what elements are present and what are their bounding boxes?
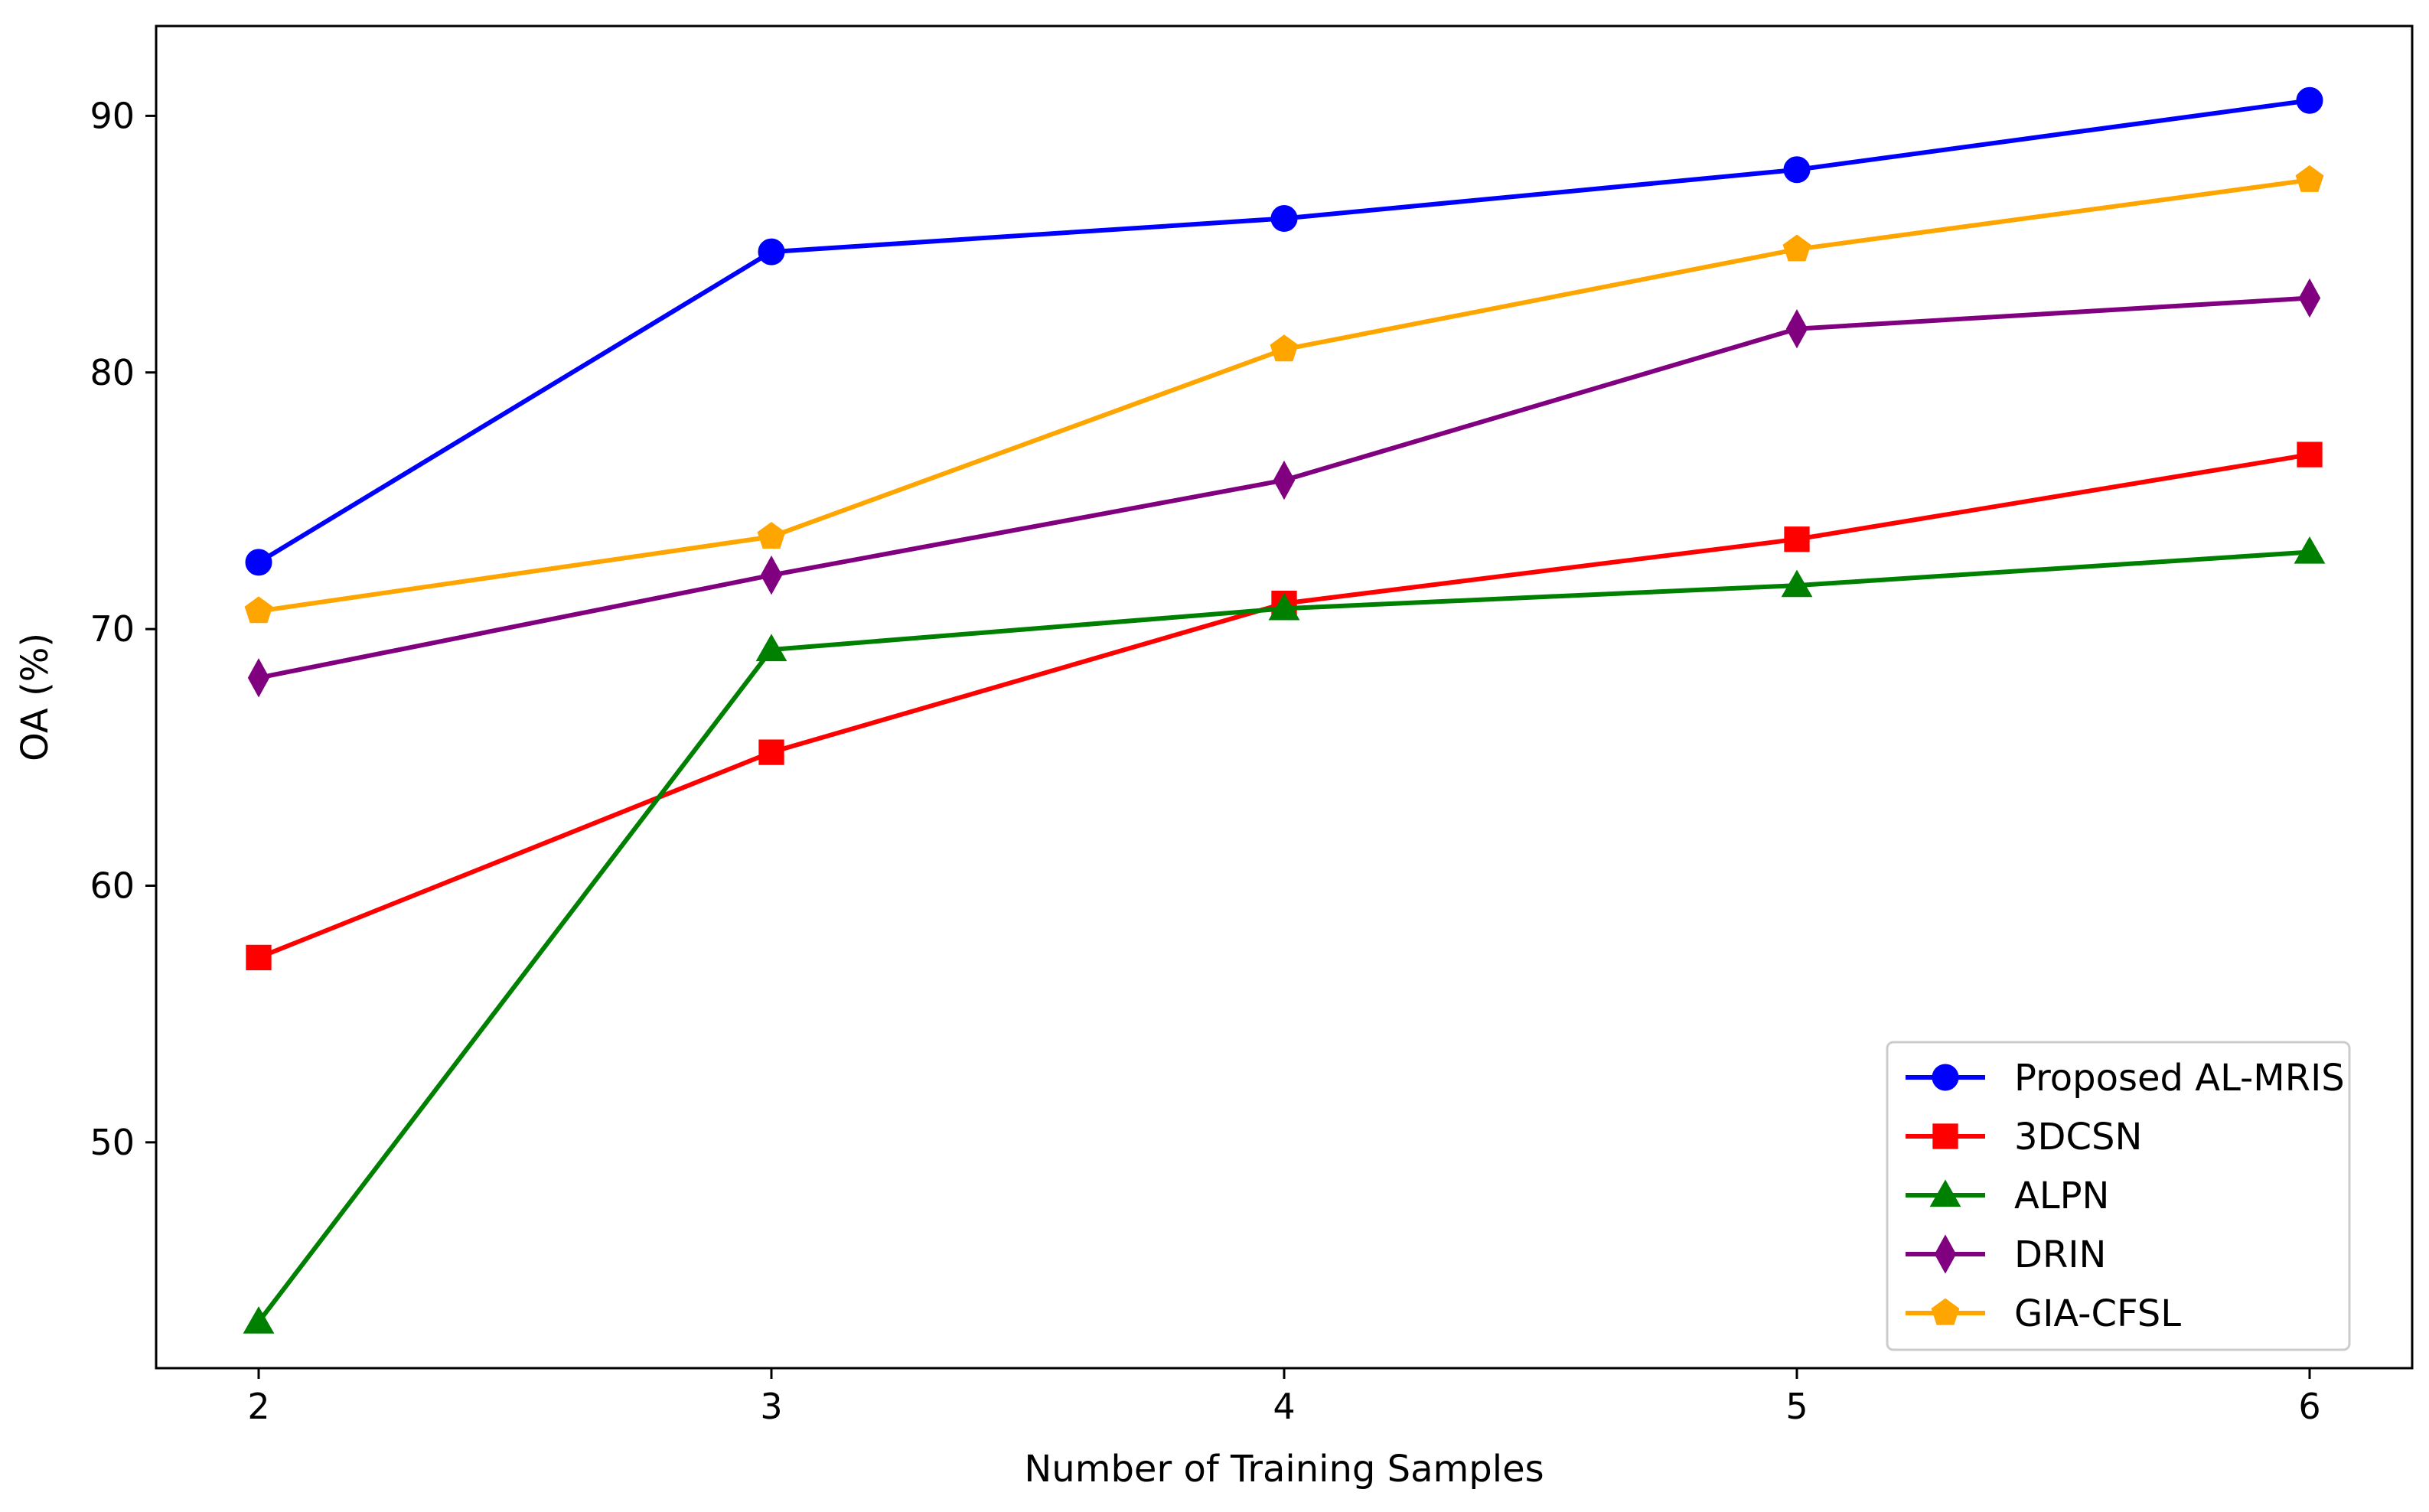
- data-point: [246, 944, 272, 971]
- series-gia-cfsl: [244, 165, 2324, 624]
- legend-label: Proposed AL-MRIS: [2014, 1057, 2345, 1100]
- legend-marker: [1929, 1179, 1961, 1207]
- data-point: [1270, 334, 1299, 362]
- data-point: [758, 739, 784, 765]
- data-point: [757, 522, 786, 549]
- y-axis-label: OA (%): [14, 633, 57, 761]
- data-point: [1268, 592, 1300, 621]
- series-layer: [243, 86, 2326, 1334]
- data-point: [1784, 526, 1810, 552]
- y-tick-label: 70: [90, 608, 135, 650]
- data-point: [2294, 536, 2326, 564]
- data-point: [2296, 86, 2323, 114]
- series-proposed-al-mris: [245, 86, 2323, 576]
- data-point: [247, 658, 270, 698]
- legend-label: GIA-CFSL: [2014, 1292, 2181, 1335]
- legend-entry: Proposed AL-MRIS: [1906, 1057, 2345, 1100]
- series-alpn: [243, 536, 2326, 1334]
- data-point: [243, 1306, 275, 1334]
- data-point: [2297, 442, 2323, 468]
- legend-label: DRIN: [2014, 1233, 2106, 1276]
- legend-entry: ALPN: [1906, 1175, 2109, 1217]
- legend-label: ALPN: [2014, 1175, 2109, 1217]
- data-point: [2295, 165, 2324, 192]
- legend-label: 3DCSN: [2014, 1116, 2142, 1158]
- x-tick-label: 6: [2298, 1386, 2320, 1427]
- data-point: [1783, 156, 1811, 184]
- data-point: [1781, 569, 1813, 598]
- legend-entry: 3DCSN: [1906, 1116, 2142, 1158]
- data-point: [1782, 234, 1811, 262]
- legend-entry: DRIN: [1906, 1233, 2106, 1276]
- legend: Proposed AL-MRIS 3DCSN ALPN DRIN GIA-CFSL: [1886, 1041, 2351, 1351]
- data-point: [2298, 278, 2321, 318]
- y-tick-label: 60: [90, 865, 135, 906]
- y-tick-label: 80: [90, 352, 135, 393]
- x-tick-label: 5: [1785, 1386, 1808, 1427]
- y-tick-label: 90: [90, 95, 135, 136]
- x-tick-label: 4: [1273, 1386, 1295, 1427]
- legend-marker: [1931, 1298, 1960, 1325]
- x-axis-label: Number of Training Samples: [1024, 1448, 1544, 1491]
- data-point: [758, 238, 785, 266]
- legend-marker: [1932, 1123, 1958, 1149]
- x-tick-label: 3: [760, 1386, 782, 1427]
- series-drin: [247, 278, 2321, 698]
- data-point: [1270, 205, 1298, 233]
- y-tick-label: 50: [90, 1122, 135, 1163]
- legend-frame: [1886, 1041, 2351, 1351]
- y-axis-ticks: 50 60 70 80 90: [90, 95, 156, 1163]
- data-point: [1785, 309, 1808, 349]
- data-point: [245, 549, 272, 576]
- data-point: [760, 556, 783, 595]
- legend-marker: [1934, 1234, 1957, 1274]
- legend-entry: GIA-CFSL: [1906, 1292, 2181, 1335]
- x-tick-label: 2: [247, 1386, 269, 1427]
- legend-marker: [1932, 1064, 1959, 1091]
- data-point: [1273, 460, 1296, 500]
- x-axis-ticks: 2 3 4 5 6: [247, 1368, 2321, 1427]
- data-point: [755, 634, 787, 662]
- data-point: [244, 596, 273, 624]
